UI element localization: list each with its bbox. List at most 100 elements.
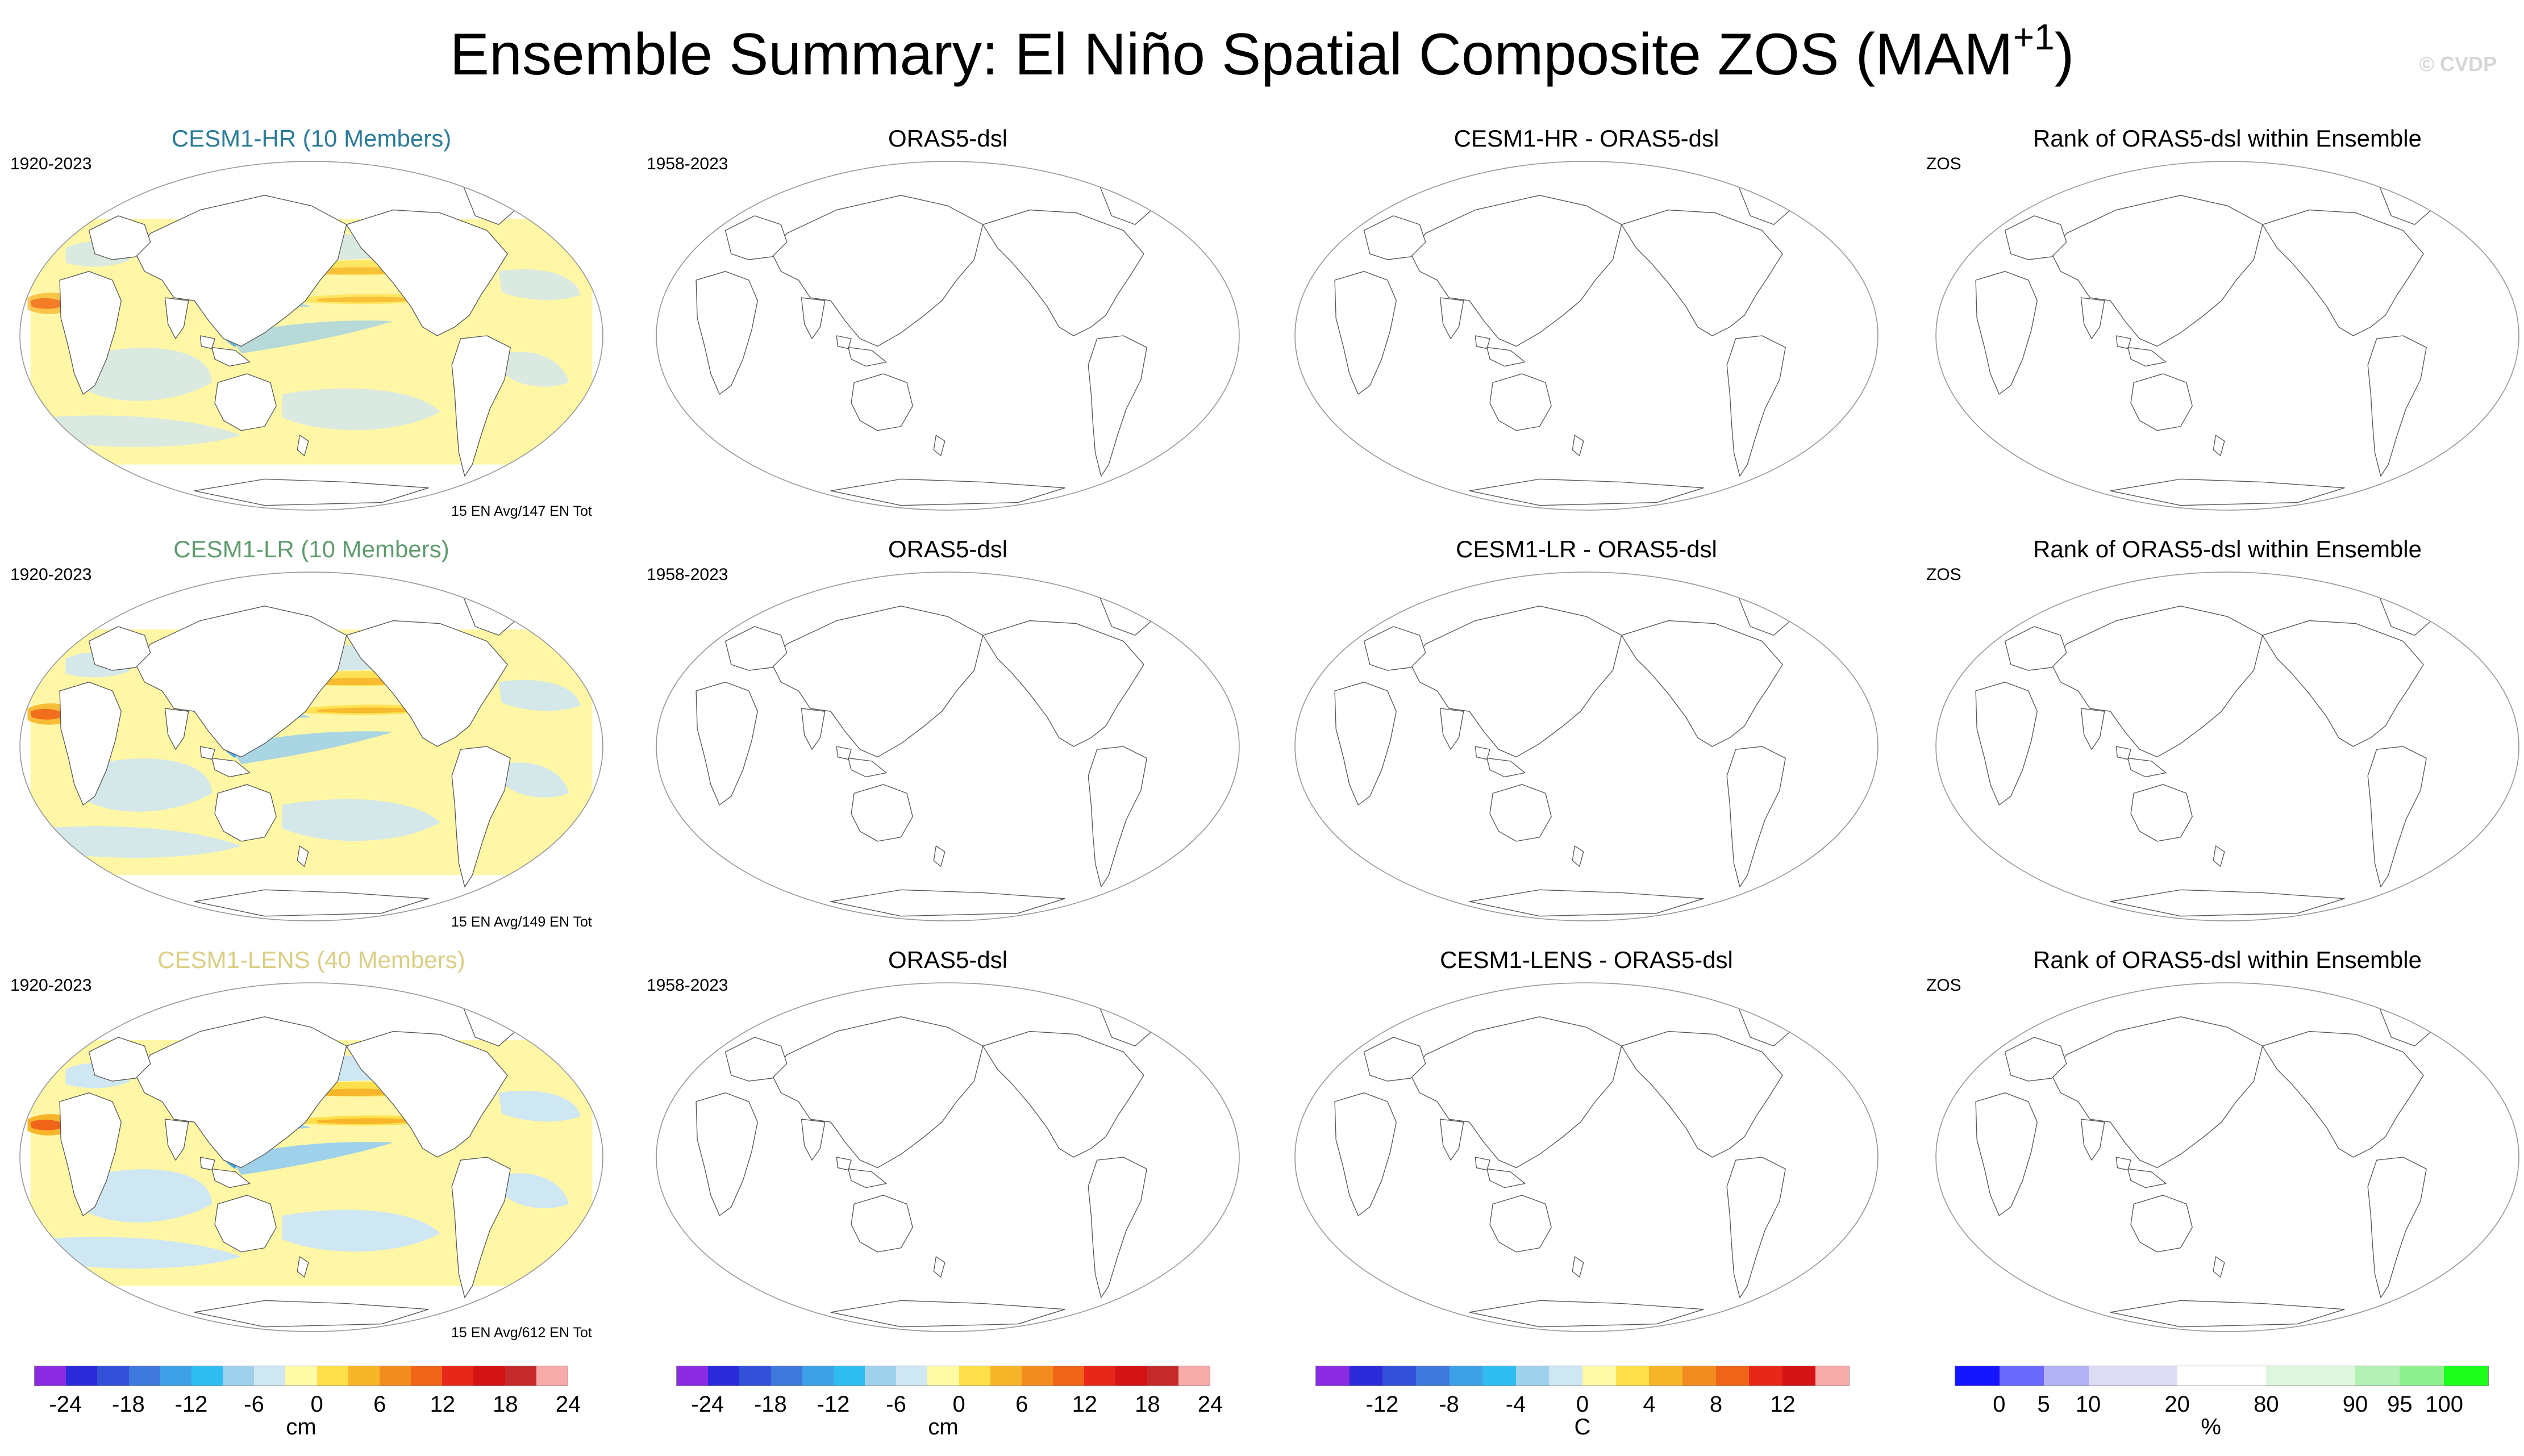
colorbar-swatch (2355, 1366, 2400, 1386)
land-europe (724, 215, 788, 260)
colorbar-swatch (1178, 1366, 1210, 1386)
colorbar-swatch (348, 1366, 380, 1386)
model-map-3 (19, 982, 603, 1332)
land-antarctica (194, 1300, 429, 1328)
land-greenland (1738, 183, 1798, 225)
land-nz (2213, 845, 2225, 867)
land-nam (2262, 620, 2424, 747)
map-frame (1294, 571, 1879, 921)
land-europe (1363, 1037, 1426, 1082)
rank-map-2 (1935, 571, 2519, 921)
diff-map-2 (1294, 571, 1879, 921)
land-asia (1410, 1016, 1622, 1169)
coastlines (59, 183, 523, 506)
land-nz (1572, 435, 1584, 456)
land-australia (851, 1195, 913, 1253)
map-frame (1294, 982, 1879, 1332)
map-frame (1294, 161, 1879, 511)
anomaly-region (498, 679, 581, 711)
colorbar-swatch (1316, 1366, 1350, 1386)
land-asia (2051, 606, 2263, 758)
obs-panel-title: ORAS5-dsl (888, 536, 1008, 562)
colorbar-swatch (2266, 1366, 2311, 1386)
rank-panel-title: Rank of ORAS5-dsl within Ensemble (2033, 946, 2422, 973)
colorbar-swatch (411, 1366, 443, 1386)
colorbar-swatch (1349, 1366, 1383, 1386)
land-nam (346, 209, 508, 336)
anomaly-region (42, 1237, 241, 1269)
land-greenland (1099, 1004, 1159, 1046)
anomaly-region (317, 1118, 423, 1124)
land-maritime (2115, 1157, 2167, 1188)
colorbar-swatch (1749, 1366, 1782, 1386)
land-antarctica (1469, 478, 1704, 506)
colorbar-3 (1315, 1366, 1850, 1386)
land-europe (88, 1037, 151, 1082)
colorbar-tick-label: 24 (555, 1392, 581, 1417)
land-nz (1572, 1256, 1584, 1278)
coastlines (1975, 183, 2439, 506)
land-australia (2130, 373, 2193, 431)
land-nz (2213, 435, 2225, 456)
rank-map-1 (1935, 161, 2519, 511)
model-map-2 (19, 571, 603, 921)
model-years-label: 1920-2023 (10, 565, 92, 584)
colorbar-swatch (536, 1366, 568, 1386)
anomaly-region (42, 415, 241, 447)
colorbar-swatch (160, 1366, 191, 1386)
land-africa (1975, 1092, 2038, 1216)
colorbar-swatch (379, 1366, 411, 1386)
land-greenland (2379, 594, 2439, 636)
colorbar-tick-label: 12 (1072, 1392, 1098, 1417)
colorbar-swatch (927, 1366, 959, 1386)
land-sam (2367, 335, 2427, 477)
obs-map-3 (656, 982, 1240, 1332)
colorbar-tick-label: -12 (1365, 1392, 1399, 1417)
land-asia (135, 606, 347, 758)
colorbar-swatch (316, 1366, 348, 1386)
land-africa (1334, 682, 1397, 806)
land-nz (297, 435, 309, 456)
anomaly-region (83, 758, 212, 812)
colorbar-tick-label: 8 (1709, 1392, 1723, 1417)
colorbar-swatch (1084, 1366, 1116, 1386)
colorbar-swatch (1021, 1366, 1053, 1386)
land-india (1439, 708, 1464, 750)
land-africa (695, 1092, 758, 1216)
colorbar-swatch (97, 1366, 129, 1386)
colorbar-tick-label: 24 (1197, 1392, 1223, 1417)
obs-panel-title: ORAS5-dsl (888, 125, 1008, 152)
land-nam (982, 209, 1144, 336)
colorbar-swatch (285, 1366, 317, 1386)
land-nam (1621, 1031, 1783, 1158)
land-sam (1726, 746, 1786, 887)
map-frame (1935, 982, 2519, 1332)
colorbar-swatch (1415, 1366, 1450, 1386)
model-years-label: 1920-2023 (10, 155, 92, 173)
colorbar-swatch (1515, 1366, 1550, 1386)
colorbar-tick-label: 4 (1643, 1392, 1656, 1417)
colorbar-swatch (473, 1366, 505, 1386)
map-frame (1935, 571, 2519, 921)
anomaly-region (83, 348, 212, 401)
land-nz (933, 435, 946, 456)
land-europe (724, 626, 788, 671)
land-maritime (1475, 1157, 1526, 1188)
colorbar-tick-label: 95 (2387, 1392, 2413, 1417)
anomaly-region (498, 269, 581, 301)
land-asia (135, 1016, 347, 1169)
land-greenland (463, 183, 523, 225)
colorbar-swatch (2310, 1366, 2355, 1386)
colorbar-tick-label: 6 (373, 1392, 386, 1417)
diff-map-1 (1294, 161, 1879, 511)
map-frame (656, 161, 1240, 511)
land-sam (1088, 1157, 1147, 1298)
land-australia (1489, 784, 1552, 842)
colorbar-swatch (770, 1366, 802, 1386)
map-frame (19, 161, 603, 511)
land-asia (2051, 195, 2263, 347)
land-asia (2051, 1016, 2263, 1169)
anomaly-region (282, 1209, 440, 1252)
model-map-1 (19, 161, 603, 511)
colorbar-unit-label: C (1574, 1415, 1591, 1440)
